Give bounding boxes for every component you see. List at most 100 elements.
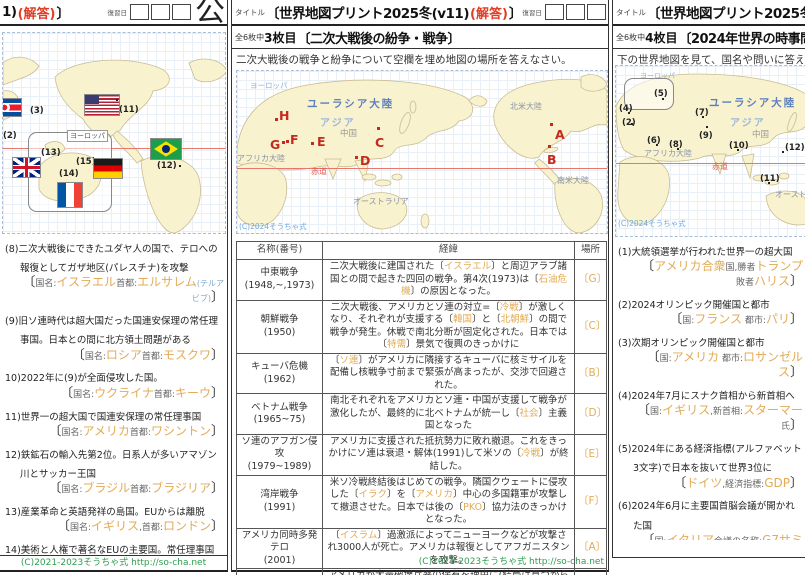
copyright-footer: (C)2021-2023そうちゃ式 http://so-cha.net: [0, 555, 227, 570]
page-count: 全6枚中: [235, 32, 265, 42]
question-number: (2): [618, 300, 632, 312]
question-list-left: (8)二次大戦後にできたユダヤ人の国で、テロへの報復としてガザ地区(パレスチナ)…: [5, 237, 224, 555]
war-detail: 南北それぞれをアメリカとソ連・中国が支援して戦争が激化したが、最終的に北ベトナム…: [322, 393, 575, 435]
map-location-dot: [677, 148, 679, 150]
war-detail: 米ソ冷戦終結後はじめての戦争。隣国クウェートに侵攻した〔イラク〕を〔アメリカ〕中…: [322, 474, 575, 529]
flag-uk-icon: [12, 157, 41, 178]
map-number-label: (12): [157, 161, 177, 171]
page-number: 3枚目: [264, 30, 297, 45]
question-item: 13)産業革命と英語発祥の島国。EUからは離脱 〔国名:イギリス,首都:ロンドン〕: [5, 500, 224, 535]
map-label: 赤道: [311, 167, 327, 176]
review-date-box-3[interactable]: [586, 4, 606, 20]
title-bar: タイトル 〔世界地図プリント2025冬(v: [613, 0, 805, 26]
world-map-left: ヨーロッパ (3) (2) (11) (12) (13) (15) (14): [2, 32, 226, 234]
question-item: (1)大統領選挙が行われた世界一の超大国 〔アメリカ合衆国,勝者トランプ敗者ハリス…: [618, 240, 803, 290]
map-number-label: (10): [729, 141, 749, 151]
review-date-label: 復習日: [107, 9, 128, 17]
review-date-box-1[interactable]: [544, 4, 564, 20]
question-text: 次期オリンピック開催国と都市: [631, 338, 765, 350]
map-number-label: (14): [59, 169, 79, 179]
question-number: (5): [618, 444, 632, 456]
review-date-box-2[interactable]: [151, 4, 170, 20]
question-list-right: (1)大統領選挙が行われた世界一の超大国 〔アメリカ合衆国,勝者トランプ敗者ハリス…: [618, 240, 803, 540]
map-number-label: (6): [647, 136, 661, 146]
question-text: 二次大戦後にできたユダヤ人の国で、テロへの報復としてガザ地区(パレスチナ)を攻撃: [18, 244, 218, 275]
question-item: (4)2024年7月にスナク首相から新首相へ 〔国:イギリス,新首相:スターマー氏…: [618, 384, 803, 434]
question-answer: 〔国名:ブラジル首都:ブラジリア〕: [48, 480, 224, 496]
map-marker-F: F: [290, 132, 299, 147]
map-label: ユーラシア大陸: [307, 98, 395, 110]
map-label: (C)2024そうちゃ式: [239, 222, 307, 231]
europe-inset-tab: ヨーロッパ: [67, 130, 108, 142]
flag-france-icon: [57, 182, 83, 208]
answer-badge: (解答): [470, 6, 508, 22]
war-detail: 〔ソ連〕がアメリカに隣接するキューバに核ミサイルを配備し核戦争寸前まで緊張が高ま…: [322, 352, 575, 395]
war-name: アメリカ同時多発テロ (2001): [236, 527, 323, 570]
map-marker-dot: [282, 141, 285, 144]
question-answer: 〔国名:ロシア首都:モスクワ〕: [71, 347, 224, 363]
review-date-box-2[interactable]: [565, 4, 585, 20]
table-row: アメリカ同時多発テロ (2001) 〔イスラム〕過激派によってニューヨークなどが攻撃…: [236, 527, 607, 570]
title-label: タイトル: [616, 7, 646, 17]
war-place: 〔G〕: [574, 259, 607, 301]
war-name: 朝鮮戦争 (1950): [236, 299, 323, 354]
war-name: イラク戦争(2003~2011): [236, 568, 323, 575]
table-row: 中東戦争 (1948,~,1973) 二次大戦後に建国された〔イスラエル〕と周辺アラ…: [236, 259, 607, 301]
col-header-place: 場所: [574, 241, 607, 260]
question-number: (8): [5, 244, 19, 255]
war-name: 中東戦争 (1948,~,1973): [236, 259, 323, 301]
review-date-box-3[interactable]: [172, 4, 191, 20]
map-label: 赤道: [712, 162, 728, 171]
title-label: タイトル: [235, 7, 265, 17]
table-row: 朝鮮戦争 (1950) 二次大戦後、アメリカとソ連の対立=〔冷戦〕が激しくなり、それ…: [236, 299, 607, 354]
war-name: ソ連のアフガン侵攻 (1979~1989): [236, 433, 323, 476]
question-number: (1): [618, 247, 632, 258]
table-row: 湾岸戦争 (1991) 米ソ冷戦終結後はじめての戦争。隣国クウェートに侵攻した〔イラ…: [236, 474, 607, 529]
war-detail: 二次大戦後、アメリカとソ連の対立=〔冷戦〕が激しくなり、それぞれが支援する〔韓国…: [322, 299, 575, 354]
question-answer: 〔国名:イギリス,首都:ロンドン〕: [56, 519, 224, 535]
map-landmasses: [237, 74, 607, 233]
question-answer: 〔国:アメリカ 都市:ロサンゼルス〕: [646, 350, 803, 381]
flag-germany-icon: [93, 158, 123, 179]
map-number-label: (3): [30, 106, 44, 116]
col-header-detail: 経緯: [322, 241, 575, 260]
question-text: 2024年7月にスナク首相から新首相へ: [631, 391, 795, 403]
map-marker-dot: [355, 156, 358, 159]
review-date-box-1[interactable]: [130, 4, 149, 20]
map-label: アジア: [730, 118, 766, 129]
map-marker-E: E: [317, 134, 326, 149]
map-location-dot: [656, 144, 658, 146]
question-item: (9)旧ソ連時代は超大国だった国連安保理の常任理事国。日本との間に北方領土問題が…: [5, 309, 224, 363]
question-text: 2024年6月に主要国首脳会議が開かれた国: [631, 501, 795, 532]
map-marker-H: H: [279, 108, 290, 123]
map-location-dot: [116, 99, 118, 101]
map-number-label: (4): [619, 104, 633, 114]
sheet-left: 1) (解答) 〕 復習日 公: [0, 0, 228, 572]
map-label: (C)2024そうちゃ式: [618, 219, 686, 228]
question-text: 鉄鉱石の輸入先第2位。日系人が多いアマゾン川とサッカー王国: [20, 449, 217, 480]
review-date-label: 復習日: [522, 9, 542, 17]
map-location-dot: [702, 116, 704, 118]
question-item: 12)鉄鉱石の輸入先第2位。日系人が多いアマゾン川とサッカー王国 〔国名:ブラジル…: [5, 443, 224, 497]
war-name: 湾岸戦争 (1991): [236, 474, 323, 529]
sheet-right: タイトル 〔世界地図プリント2025冬(v 全6枚中 4枚目 〔2024年世界の…: [612, 0, 805, 558]
map-location-dot: [179, 165, 181, 167]
sheet-middle: タイトル 〔世界地図プリント2025冬(v11) (解答) 〕 復習日 公 全6…: [231, 0, 609, 575]
map-number-label: (12): [785, 143, 805, 153]
war-place: 〔A〕: [574, 527, 607, 570]
map-label: オーストラリ: [775, 190, 805, 199]
map-number-label: (7): [695, 108, 709, 118]
war-detail: アメリカに支援された抵抗勢力に敗れ撤退。これをきっかけにソ連は衰退・解体(199…: [322, 433, 575, 476]
world-map-right: ヨーロッパ ユーラシア大陸アジア中国アフリカ大陸オーストラリ 赤道 (C)2024そ…: [615, 65, 805, 237]
question-item: 14)美術と人権で著名なEUの主要国。常任理事国〔国名:フランス首都:パリ〕: [5, 538, 224, 555]
table-row: ベトナム戦争 (1965~75) 南北それぞれをアメリカとソ連・中国が支援して戦争が…: [236, 393, 607, 435]
question-item: (5)2024年にある経済指標(アルファベット3文字)で日本を抜いて世界3位に〔…: [618, 437, 803, 491]
map-label: 北米大陸: [510, 102, 542, 111]
col-header-name: 名称(番号): [236, 241, 323, 260]
question-number: (9): [5, 316, 19, 328]
question-text: 旧ソ連時代は超大国だった国連安保理の常任理事国。日本との間に北方領土問題がある: [18, 316, 218, 347]
answer-badge: (解答): [17, 6, 56, 22]
map-marker-C: C: [375, 135, 385, 150]
question-answer: 〔アメリカ合衆国,勝者トランプ敗者ハリス〕: [641, 259, 803, 290]
